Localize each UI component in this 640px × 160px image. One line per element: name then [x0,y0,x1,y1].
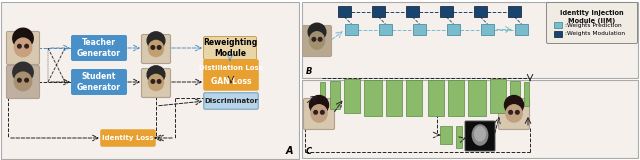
Circle shape [157,46,161,49]
FancyBboxPatch shape [141,35,170,64]
Circle shape [157,80,161,83]
Bar [508,6,521,17]
Bar [344,79,360,113]
Text: Identity Loss: Identity Loss [102,135,154,141]
Bar [364,80,382,116]
Bar [524,82,529,106]
FancyBboxPatch shape [72,69,127,95]
Text: :Weights Modulation: :Weights Modulation [565,32,625,36]
Bar [515,24,528,35]
FancyBboxPatch shape [72,36,127,60]
Text: C: C [306,147,312,156]
Text: Student
Generator: Student Generator [77,72,121,92]
Circle shape [321,111,324,114]
Bar [474,6,487,17]
Bar [345,24,358,35]
Bar [510,81,520,109]
Ellipse shape [14,72,32,91]
FancyBboxPatch shape [204,60,258,76]
Bar [447,24,460,35]
FancyBboxPatch shape [465,121,495,151]
Bar [428,80,444,116]
FancyBboxPatch shape [6,32,40,64]
FancyBboxPatch shape [303,25,332,56]
Text: Reweighting
Module: Reweighting Module [203,38,257,58]
Circle shape [13,62,33,83]
Ellipse shape [506,105,522,122]
Bar [413,24,426,35]
Bar [379,24,392,35]
FancyBboxPatch shape [141,68,170,97]
Circle shape [25,78,28,82]
Bar [330,81,340,109]
Text: Teacher
Generator: Teacher Generator [77,38,121,58]
Bar [406,80,422,116]
Circle shape [25,44,28,48]
Ellipse shape [475,127,485,141]
Text: :Weights Prediction: :Weights Prediction [565,23,621,28]
Bar [440,6,453,17]
Bar [440,126,452,144]
Text: Identity Injection
Module (IIM): Identity Injection Module (IIM) [560,10,624,24]
Circle shape [318,37,322,41]
Bar [386,80,402,116]
Circle shape [310,96,328,115]
Bar [554,31,562,37]
Ellipse shape [472,125,488,145]
Circle shape [147,66,165,84]
Ellipse shape [148,74,164,91]
Text: Discriminator: Discriminator [204,98,258,104]
Circle shape [509,111,513,114]
Bar [490,79,506,113]
Text: Distillation Loss: Distillation Loss [199,65,263,71]
FancyBboxPatch shape [101,130,155,146]
FancyBboxPatch shape [204,74,258,90]
Bar [448,80,464,116]
Bar [302,80,638,158]
Ellipse shape [148,40,164,56]
FancyBboxPatch shape [547,3,637,44]
Circle shape [151,80,155,83]
Bar [406,6,419,17]
Ellipse shape [14,38,32,57]
Circle shape [504,96,524,115]
FancyBboxPatch shape [204,93,258,109]
FancyBboxPatch shape [499,99,529,129]
Text: A: A [285,146,293,156]
Circle shape [308,23,326,41]
Circle shape [516,111,519,114]
Circle shape [17,44,21,48]
Bar [456,126,462,148]
Ellipse shape [311,105,327,122]
Circle shape [147,32,165,50]
Circle shape [13,28,33,49]
Bar [320,82,325,106]
Bar [1,2,299,159]
Circle shape [312,37,316,41]
FancyBboxPatch shape [204,36,257,60]
Bar [554,22,562,28]
Circle shape [17,78,21,82]
Bar [481,24,494,35]
Circle shape [151,46,155,49]
FancyBboxPatch shape [303,99,335,129]
Bar [372,6,385,17]
Text: GAN Loss: GAN Loss [211,77,252,87]
Circle shape [314,111,317,114]
Bar [302,2,638,78]
Bar [338,6,351,17]
FancyBboxPatch shape [6,65,40,99]
Bar [468,80,486,116]
Ellipse shape [310,32,324,49]
Text: B: B [306,67,312,76]
